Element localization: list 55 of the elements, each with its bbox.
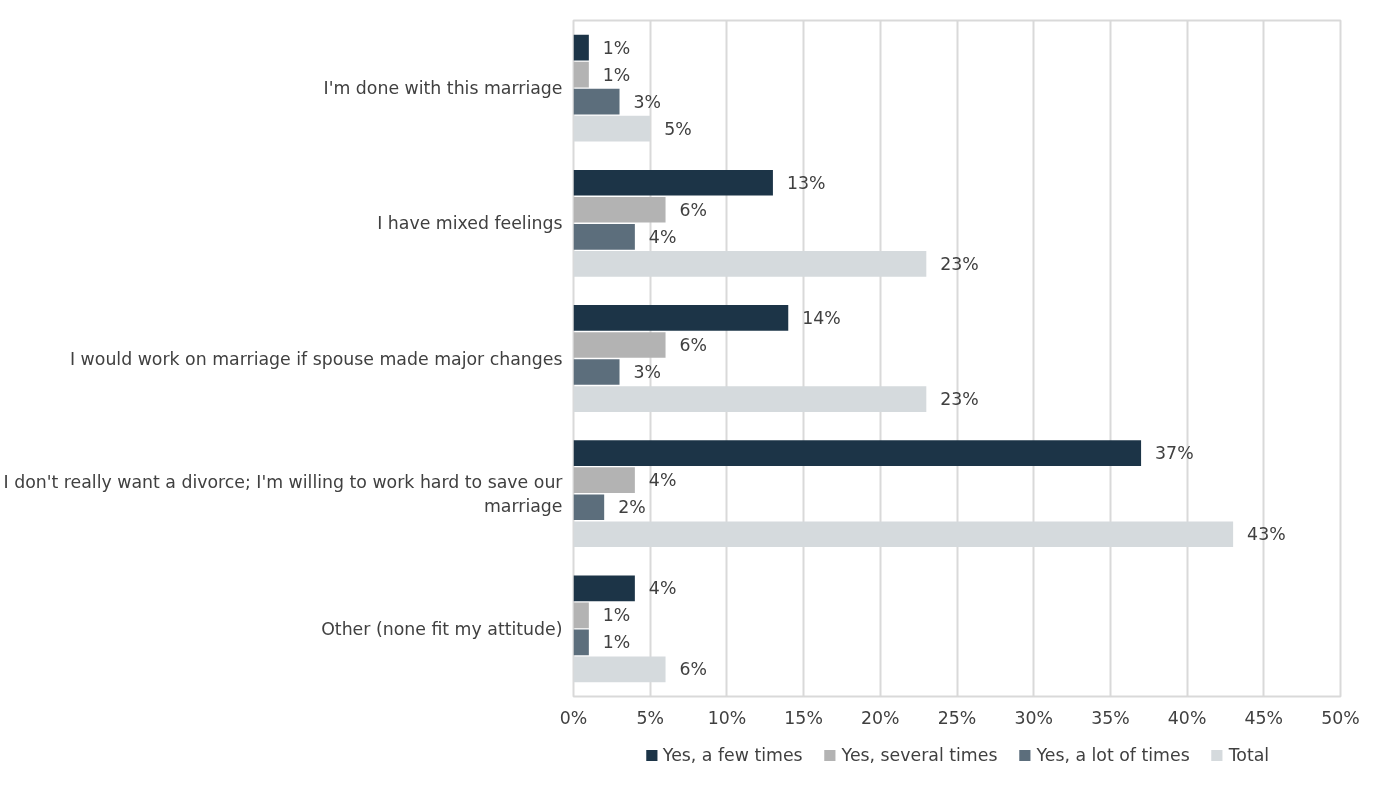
y-tick-label: I have mixed feelings [377, 213, 563, 234]
x-tick-label: 0% [559, 707, 588, 728]
data-label: 13% [786, 172, 826, 193]
x-tick-label: 45% [1244, 707, 1284, 728]
data-label: 2% [618, 497, 646, 518]
x-tick-label: 30% [1014, 707, 1053, 728]
x-tick-label: 50% [1321, 707, 1360, 728]
bar [573, 305, 789, 331]
y-tick-label: I don't really want a divorce; I'm willing to work hard to save our marriage [3, 471, 564, 516]
y-tick-label: I'm done with this marriage [323, 78, 563, 99]
data-label: 1% [602, 64, 631, 85]
legend-label: Total [1228, 745, 1270, 765]
data-label: 3% [633, 362, 662, 383]
bar [573, 34, 589, 61]
bar [573, 196, 666, 223]
bar [573, 467, 635, 494]
data-label: 6% [679, 659, 708, 680]
bar [573, 223, 635, 250]
data-label: 5% [664, 118, 692, 139]
data-label: 23% [940, 389, 979, 410]
data-label: 1% [602, 632, 631, 653]
data-label: 1% [602, 605, 631, 626]
data-label: 3% [633, 91, 662, 112]
bar [573, 629, 589, 656]
x-tick-label: 40% [1167, 707, 1207, 728]
bar [573, 88, 620, 115]
y-tick-label: Other (none fit my attitude) [321, 618, 563, 639]
data-label: 14% [802, 307, 841, 328]
x-tick-label: 35% [1091, 707, 1130, 728]
x-tick-label: 20% [861, 707, 900, 728]
bar [573, 602, 589, 629]
x-tick-label: 5% [636, 707, 664, 728]
data-label: 6% [679, 199, 708, 220]
bar [573, 332, 666, 358]
data-label: 4% [648, 470, 677, 491]
data-label: 37% [1155, 443, 1194, 464]
data-label: 4% [648, 578, 677, 599]
legend-label: Yes, a lot of times [1036, 745, 1190, 765]
x-tick-label: 10% [707, 707, 747, 728]
data-label: 4% [648, 226, 677, 247]
legend-label: Yes, several times [841, 745, 998, 765]
bar [573, 575, 635, 602]
bar [573, 440, 1142, 466]
x-tick-label: 25% [937, 707, 977, 728]
data-label: 6% [679, 334, 708, 355]
bar [573, 359, 620, 385]
x-tick-label: 15% [784, 707, 823, 728]
bar [573, 61, 589, 88]
data-label: 43% [1247, 524, 1286, 545]
bar [573, 494, 605, 521]
data-label: 1% [602, 37, 631, 58]
data-label: 23% [940, 253, 979, 274]
legend-label: Yes, a few times [662, 745, 803, 765]
y-tick-label: I would work on marriage if spouse made major changes [69, 348, 563, 369]
bar [573, 169, 773, 196]
